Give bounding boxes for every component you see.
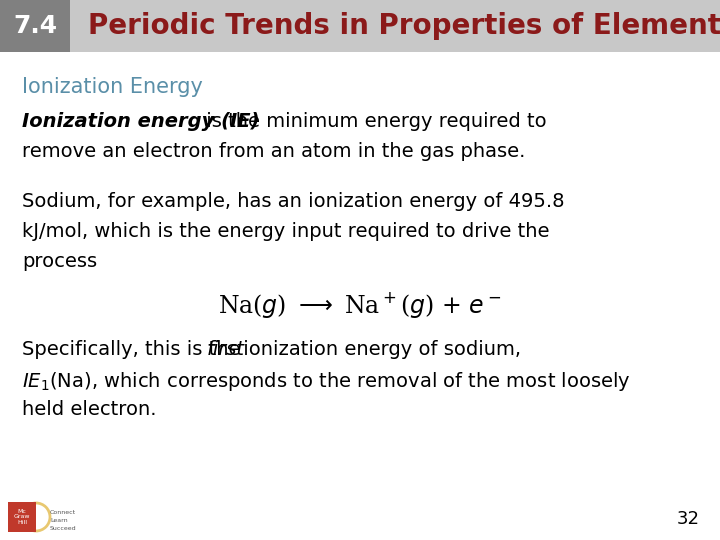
Text: Learn: Learn [50, 518, 68, 523]
Text: $\mathit{IE}_1$(Na), which corresponds to the removal of the most loosely: $\mathit{IE}_1$(Na), which corresponds t… [22, 370, 631, 393]
Text: Sodium, for example, has an ionization energy of 495.8: Sodium, for example, has an ionization e… [22, 192, 564, 211]
Text: Specifically, this is the: Specifically, this is the [22, 340, 247, 359]
Text: Mc
Graw
Hill: Mc Graw Hill [14, 509, 30, 525]
Text: Ionization Energy: Ionization Energy [22, 77, 203, 97]
Text: ionization energy of sodium,: ionization energy of sodium, [237, 340, 521, 359]
Text: Succeed: Succeed [50, 526, 76, 531]
Text: 32: 32 [677, 510, 700, 528]
Text: remove an electron from an atom in the gas phase.: remove an electron from an atom in the g… [22, 142, 526, 161]
Text: held electron.: held electron. [22, 400, 156, 419]
Text: first: first [207, 340, 245, 359]
Bar [8, 502, 36, 532]
Bar [0, 0, 70, 52]
Text: Na($g$) $\longrightarrow$ Na$^+$($g$) + $e^-$: Na($g$) $\longrightarrow$ Na$^+$($g$) + … [218, 290, 502, 320]
Text: is the minimum energy required to: is the minimum energy required to [200, 112, 546, 131]
Text: 7.4: 7.4 [13, 14, 57, 38]
Text: Connect: Connect [50, 510, 76, 515]
Text: process: process [22, 252, 97, 271]
Bar [70, 0, 720, 52]
Text: Ionization energy (IE): Ionization energy (IE) [22, 112, 259, 131]
Text: kJ/mol, which is the energy input required to drive the: kJ/mol, which is the energy input requir… [22, 222, 549, 241]
Text: Periodic Trends in Properties of Elements: Periodic Trends in Properties of Element… [88, 12, 720, 40]
